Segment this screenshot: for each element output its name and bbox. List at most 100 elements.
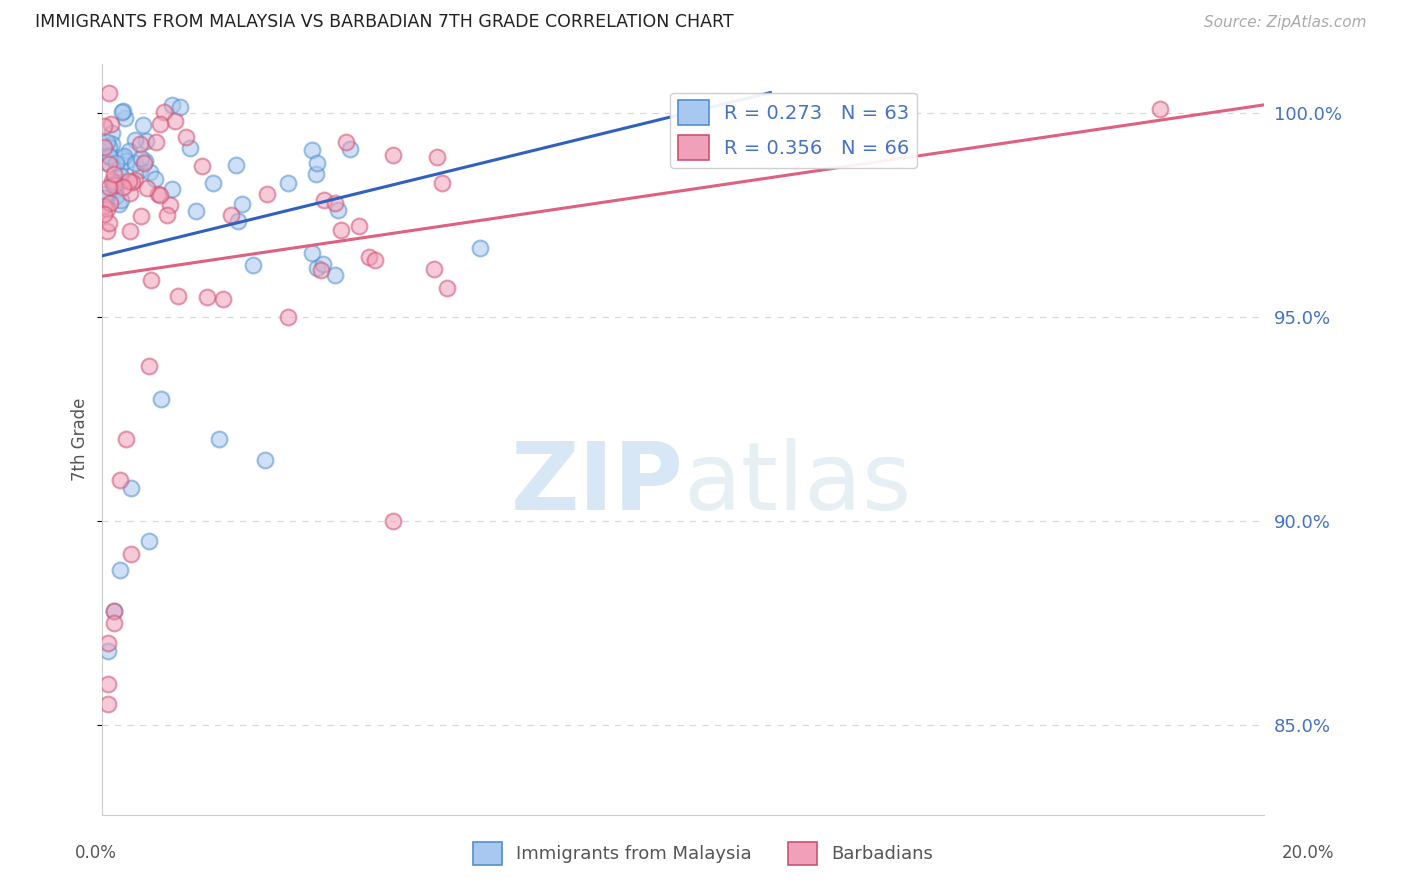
Point [108, 563, 131, 577]
Point [121, 481, 143, 495]
Point [184, 204, 207, 219]
Point [359, 250, 381, 264]
Point [118, 174, 141, 188]
Point [363, 253, 385, 268]
Point [103, 167, 125, 181]
Point [254, 452, 277, 467]
Point [108, 160, 131, 174]
Point [104, 176, 127, 190]
Point [143, 172, 166, 186]
Point [212, 292, 235, 306]
Point [146, 187, 169, 202]
Text: 0.0%: 0.0% [75, 844, 117, 862]
Point [124, 173, 146, 187]
Legend: Immigrants from Malaysia, Barbadians: Immigrants from Malaysia, Barbadians [465, 835, 941, 872]
Point [128, 163, 150, 178]
Text: 20.0%: 20.0% [1281, 844, 1334, 862]
Point [207, 432, 229, 446]
Point [96, 223, 118, 237]
Point [105, 188, 128, 202]
Point [93, 187, 115, 202]
Point [330, 223, 353, 237]
Point [93, 141, 115, 155]
Point [323, 268, 346, 282]
Point [174, 130, 197, 145]
Point [124, 133, 146, 147]
Point [100, 126, 122, 140]
Point [149, 187, 172, 202]
Point [145, 135, 167, 149]
Point [97, 636, 120, 650]
Point [305, 167, 328, 181]
Point [277, 176, 299, 190]
Point [225, 158, 247, 172]
Point [432, 176, 454, 190]
Point [314, 193, 336, 207]
Point [93, 198, 115, 212]
Point [118, 186, 141, 200]
Point [103, 176, 125, 190]
Point [97, 86, 120, 100]
Point [156, 208, 179, 222]
Point [426, 150, 449, 164]
Legend: R = 0.273   N = 63, R = 0.356   N = 66: R = 0.273 N = 63, R = 0.356 N = 66 [669, 93, 917, 168]
Point [93, 120, 115, 134]
Point [100, 117, 122, 131]
Point [323, 196, 346, 211]
Point [129, 136, 152, 151]
Point [242, 259, 264, 273]
Point [135, 181, 157, 195]
Point [97, 644, 120, 658]
Point [134, 156, 156, 170]
Point [110, 169, 132, 183]
Point [97, 698, 120, 712]
Point [169, 100, 191, 114]
Point [96, 135, 118, 149]
Point [101, 137, 124, 152]
Point [149, 392, 172, 406]
Point [121, 175, 143, 189]
Point [96, 202, 118, 216]
Point [118, 145, 141, 159]
Point [134, 154, 156, 169]
Point [256, 186, 278, 201]
Point [111, 103, 134, 118]
Point [165, 114, 187, 128]
Point [301, 246, 323, 260]
Point [190, 160, 212, 174]
Point [202, 176, 225, 190]
Point [179, 140, 201, 154]
Point [160, 98, 183, 112]
Point [108, 197, 131, 211]
Point [110, 194, 132, 208]
Point [103, 615, 125, 630]
Point [138, 359, 160, 373]
Point [167, 289, 190, 303]
Point [97, 179, 120, 194]
Point [228, 214, 250, 228]
Point [111, 105, 134, 120]
Point [93, 140, 115, 154]
Point [339, 142, 361, 156]
Text: ZIP: ZIP [510, 438, 683, 531]
Point [305, 260, 328, 275]
Point [114, 111, 136, 125]
Text: Source: ZipAtlas.com: Source: ZipAtlas.com [1204, 15, 1367, 29]
Point [93, 207, 115, 221]
Point [231, 197, 253, 211]
Point [219, 208, 242, 222]
Point [129, 151, 152, 165]
Point [98, 195, 121, 210]
Point [1149, 102, 1171, 116]
Point [114, 432, 136, 446]
Point [159, 198, 181, 212]
Point [103, 178, 125, 192]
Point [307, 156, 329, 170]
Point [141, 273, 163, 287]
Point [309, 262, 332, 277]
Point [195, 289, 218, 303]
Point [326, 202, 349, 217]
Point [124, 156, 146, 170]
Point [277, 310, 299, 324]
Point [111, 151, 134, 165]
